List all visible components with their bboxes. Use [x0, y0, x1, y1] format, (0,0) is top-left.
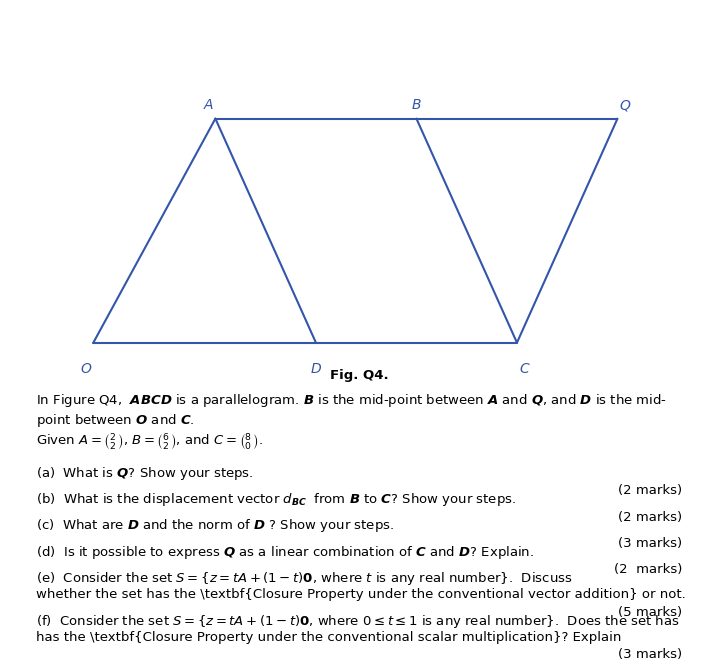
Text: (2 marks): (2 marks): [618, 484, 682, 498]
Text: (c)  What are $\boldsymbol{D}$ and the norm of $\boldsymbol{D}$ ? Show your step: (c) What are $\boldsymbol{D}$ and the no…: [36, 517, 394, 534]
Text: (3 marks): (3 marks): [618, 537, 682, 550]
Text: C: C: [519, 362, 529, 376]
Text: B: B: [411, 98, 421, 112]
Text: (3 marks): (3 marks): [618, 648, 682, 659]
Text: In Figure Q4,  $\boldsymbol{ABCD}$ is a parallelogram. $\boldsymbol{B}$ is the m: In Figure Q4, $\boldsymbol{ABCD}$ is a p…: [36, 392, 667, 409]
Text: (2  marks): (2 marks): [614, 563, 682, 577]
Text: (b)  What is the displacement vector $d_{\boldsymbol{BC}}$  from $\boldsymbol{B}: (b) What is the displacement vector $d_{…: [36, 491, 516, 508]
Text: whether the set has the \textbf{Closure Property under the conventional vector a: whether the set has the \textbf{Closure …: [36, 588, 686, 601]
Text: Q: Q: [619, 98, 630, 112]
Text: point between $\boldsymbol{O}$ and $\boldsymbol{C}$.: point between $\boldsymbol{O}$ and $\bol…: [36, 412, 195, 429]
Text: Given $A = \binom{2}{2}$, $B = \binom{6}{2}$, and $C = \binom{8}{0}$.: Given $A = \binom{2}{2}$, $B = \binom{6}…: [36, 432, 263, 453]
Text: A: A: [203, 98, 213, 112]
Text: Fig. Q4.: Fig. Q4.: [330, 369, 388, 382]
Text: D: D: [311, 362, 321, 376]
Text: (e)  Consider the set $S = \{z = tA + (1-t)\boldsymbol{0}$, where $t$ is any rea: (e) Consider the set $S = \{z = tA + (1-…: [36, 570, 572, 587]
Text: has the \textbf{Closure Property under the conventional scalar multiplication}? : has the \textbf{Closure Property under t…: [36, 631, 621, 644]
Text: (d)  Is it possible to express $\boldsymbol{Q}$ as a linear combination of $\bol: (d) Is it possible to express $\boldsymb…: [36, 544, 534, 561]
Text: (a)  What is $\boldsymbol{Q}$? Show your steps.: (a) What is $\boldsymbol{Q}$? Show your …: [36, 465, 253, 482]
Text: (5 marks): (5 marks): [618, 606, 682, 619]
Text: (2 marks): (2 marks): [618, 511, 682, 524]
Text: O: O: [80, 362, 92, 376]
Text: (f)  Consider the set $S = \{z = tA + (1-t)\boldsymbol{0}$, where $0 \leq t \leq: (f) Consider the set $S = \{z = tA + (1-…: [36, 613, 679, 630]
